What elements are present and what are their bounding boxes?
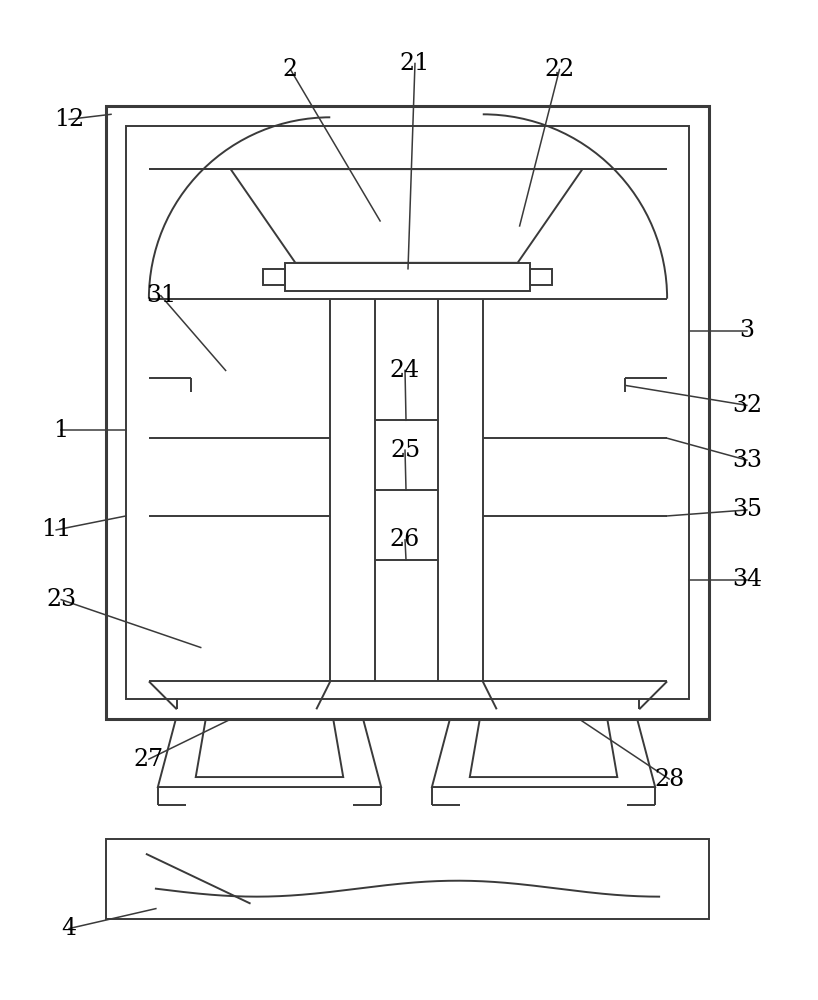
- Bar: [529, 269, 551, 285]
- Text: 32: 32: [732, 394, 762, 417]
- Bar: [106, 839, 709, 919]
- Bar: [106, 106, 709, 719]
- Text: 21: 21: [400, 52, 430, 75]
- Text: 25: 25: [390, 439, 420, 462]
- Bar: [126, 126, 689, 699]
- Text: 34: 34: [732, 568, 762, 591]
- Text: 24: 24: [390, 359, 420, 382]
- Text: 4: 4: [61, 917, 77, 940]
- Text: 33: 33: [732, 449, 762, 472]
- Text: 11: 11: [41, 518, 71, 541]
- Text: 3: 3: [739, 319, 754, 342]
- Text: 22: 22: [544, 58, 574, 81]
- Text: 12: 12: [54, 108, 84, 131]
- Text: 1: 1: [54, 419, 69, 442]
- Text: 31: 31: [146, 284, 176, 307]
- Bar: [263, 269, 285, 285]
- Text: 27: 27: [134, 748, 164, 771]
- Text: 26: 26: [390, 528, 420, 551]
- Bar: [285, 263, 529, 291]
- Text: 2: 2: [283, 58, 298, 81]
- Text: 23: 23: [46, 588, 76, 611]
- Text: 35: 35: [732, 498, 762, 521]
- Text: 28: 28: [654, 768, 684, 791]
